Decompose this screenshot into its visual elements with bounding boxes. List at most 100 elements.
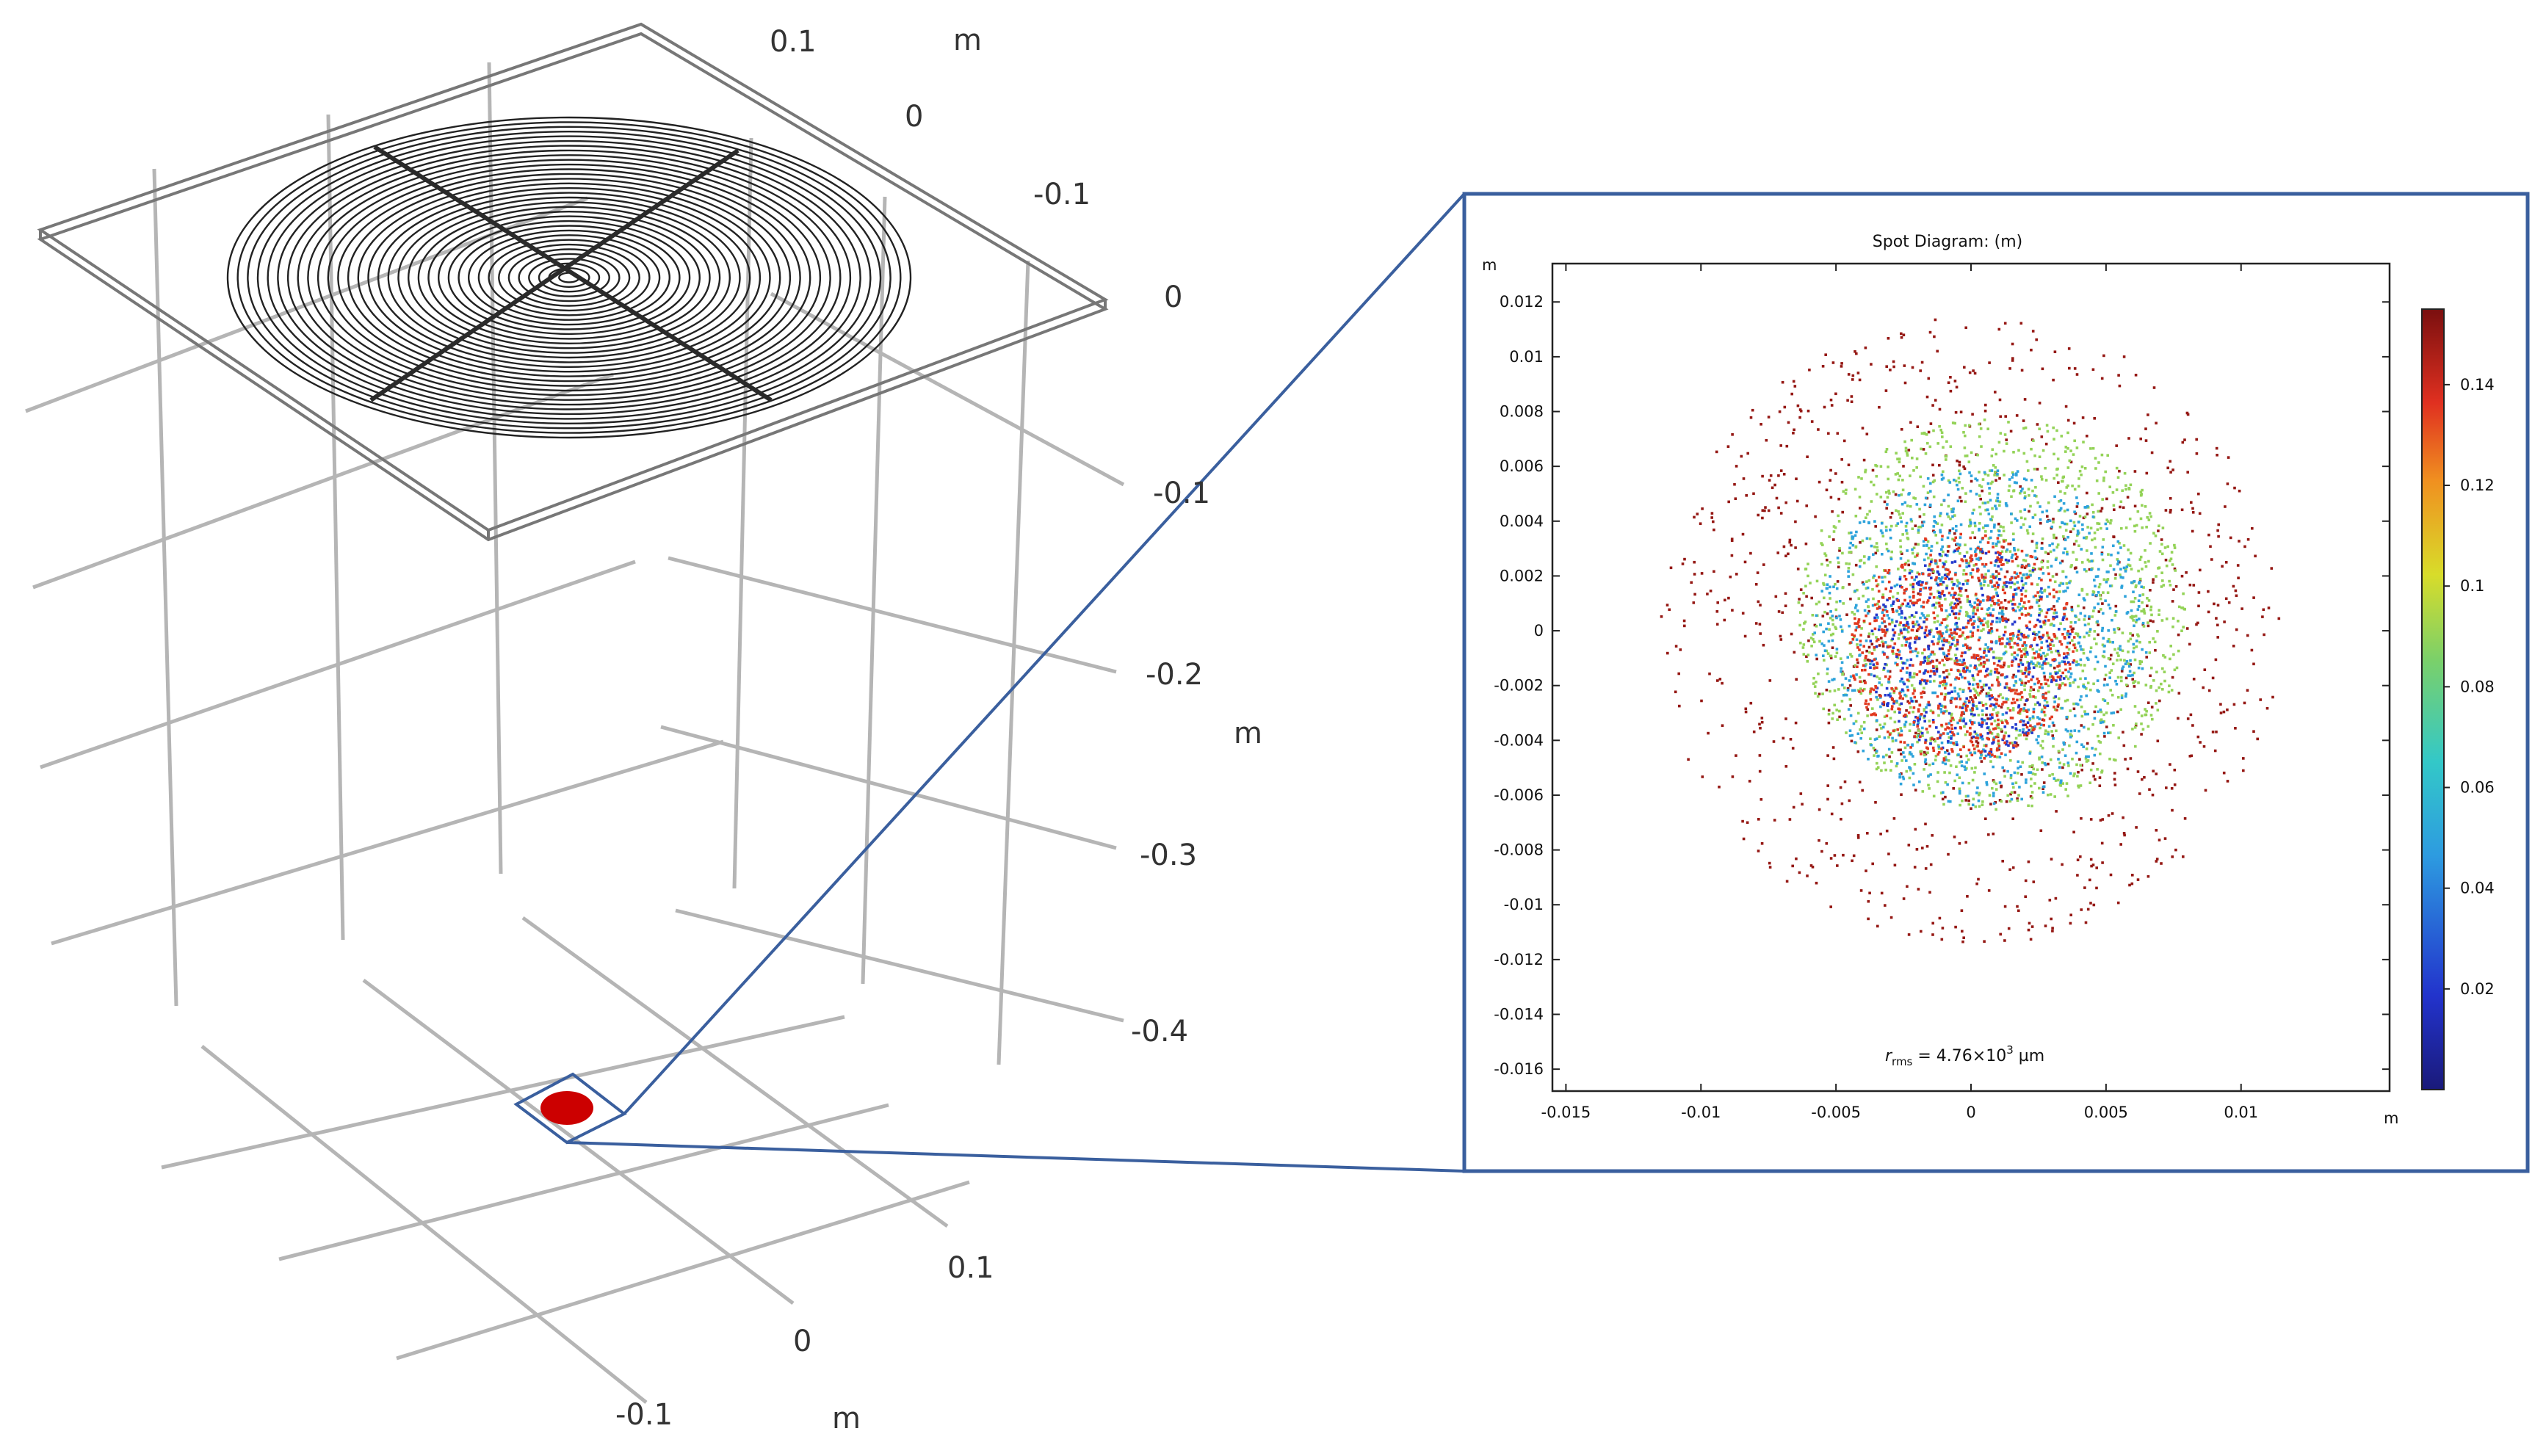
spot-point xyxy=(1942,499,1946,502)
spot-point xyxy=(1945,682,1948,685)
spot-point xyxy=(1948,752,1950,756)
spot-point xyxy=(1911,601,1914,605)
spot-point xyxy=(1962,717,1966,720)
spot-point xyxy=(1996,472,1999,476)
spot-point xyxy=(2025,737,2028,741)
spot-point xyxy=(2088,628,2092,631)
spot-point xyxy=(2150,666,2153,670)
spot-point xyxy=(2013,656,2016,659)
spot-point xyxy=(2148,788,2151,791)
spot-point xyxy=(2047,731,2050,734)
spot-point xyxy=(1871,468,1875,472)
spot-point xyxy=(2061,748,2064,751)
spot-point xyxy=(1877,754,1880,758)
spot-point xyxy=(1991,786,1994,790)
spot-point xyxy=(2113,783,2117,786)
spot-point xyxy=(2003,686,2007,689)
spot-point xyxy=(1979,557,1983,560)
spot-point xyxy=(1823,583,1826,587)
spot-point xyxy=(2011,707,2015,710)
spot-point xyxy=(2090,559,2094,563)
spot-point xyxy=(2036,681,2040,684)
spot-point xyxy=(1854,606,1857,609)
spot-point xyxy=(2038,758,2041,761)
spot-point xyxy=(1964,579,1967,582)
spot-point xyxy=(1735,573,1738,576)
lens-ring xyxy=(408,201,731,354)
spot-point xyxy=(2062,677,2066,680)
spot-point xyxy=(1926,670,1930,673)
lens-ring xyxy=(357,178,781,377)
spot-point xyxy=(2029,695,2032,698)
spot-point xyxy=(2080,724,2083,727)
spot-point xyxy=(2009,632,2013,636)
spot-point xyxy=(1967,460,1971,463)
spot-point xyxy=(2064,606,2066,609)
spot-point xyxy=(1813,623,1817,627)
spot-point xyxy=(1892,691,1895,695)
spot-point xyxy=(1962,465,1965,468)
spot-point xyxy=(1958,635,1961,638)
spot-point xyxy=(1887,477,1889,481)
spot-point xyxy=(1952,787,1955,790)
spot-point xyxy=(2011,359,2014,362)
spot-point xyxy=(1967,564,1971,568)
spot-point xyxy=(1943,676,1946,679)
spot-point xyxy=(2109,564,2112,568)
spot-point xyxy=(2015,587,2019,590)
spot-point xyxy=(2051,772,2054,776)
spot-point xyxy=(2005,700,2008,704)
spot-point xyxy=(1864,681,1867,684)
spot-point xyxy=(1996,676,2000,679)
spot-point xyxy=(1991,585,1994,588)
spot-point xyxy=(1975,562,1978,566)
spot-point xyxy=(1823,610,1826,614)
spot-point xyxy=(2113,577,2117,580)
spot-point xyxy=(1887,489,1890,493)
spot-point xyxy=(1972,704,1975,707)
spot-point xyxy=(1854,678,1856,681)
spot-point xyxy=(2106,702,2110,705)
spot-point xyxy=(1939,512,1942,515)
spot-point xyxy=(1863,555,1866,558)
spot-point xyxy=(1892,729,1895,733)
spot-point xyxy=(1946,536,1950,540)
spot-point xyxy=(1948,634,1951,638)
spot-point xyxy=(1735,465,1738,468)
spot-point xyxy=(1918,780,1921,783)
spot-point xyxy=(2197,492,2200,496)
spot-point xyxy=(1742,477,1746,480)
spot-point xyxy=(2173,543,2176,547)
spot-point xyxy=(1880,891,1884,895)
spot-point xyxy=(1984,643,1987,646)
spot-point xyxy=(1939,597,1942,600)
spot-point xyxy=(2040,560,2043,564)
spot-point xyxy=(2083,506,2087,509)
spot-point xyxy=(1914,611,1918,615)
spot-point xyxy=(2026,653,2029,656)
spot-point xyxy=(2061,863,2064,866)
spot-point xyxy=(1985,707,1989,710)
spot-point xyxy=(2155,575,2158,578)
spot-point xyxy=(1992,546,1995,548)
spot-point xyxy=(2149,674,2152,678)
spot-point xyxy=(1892,817,1896,820)
spot-point xyxy=(1913,578,1916,582)
spot-point xyxy=(1784,554,1787,557)
spot-point xyxy=(1888,670,1892,673)
spot-point xyxy=(2019,670,2023,673)
spot-point xyxy=(1859,692,1863,695)
spot-point xyxy=(2107,814,2111,817)
spot-point xyxy=(1906,678,1909,681)
spot-point xyxy=(1945,617,1948,620)
spot-point xyxy=(2129,637,2133,641)
spot-point xyxy=(1829,398,1833,402)
spot-point xyxy=(2027,732,2030,735)
spot-point xyxy=(2086,759,2090,762)
spot-point xyxy=(1831,646,1834,649)
spot-point xyxy=(1942,803,1945,806)
spot-point xyxy=(1997,746,2000,750)
spot-point xyxy=(1892,490,1895,493)
spot-point xyxy=(2136,510,2140,513)
spot-point xyxy=(2074,512,2077,515)
